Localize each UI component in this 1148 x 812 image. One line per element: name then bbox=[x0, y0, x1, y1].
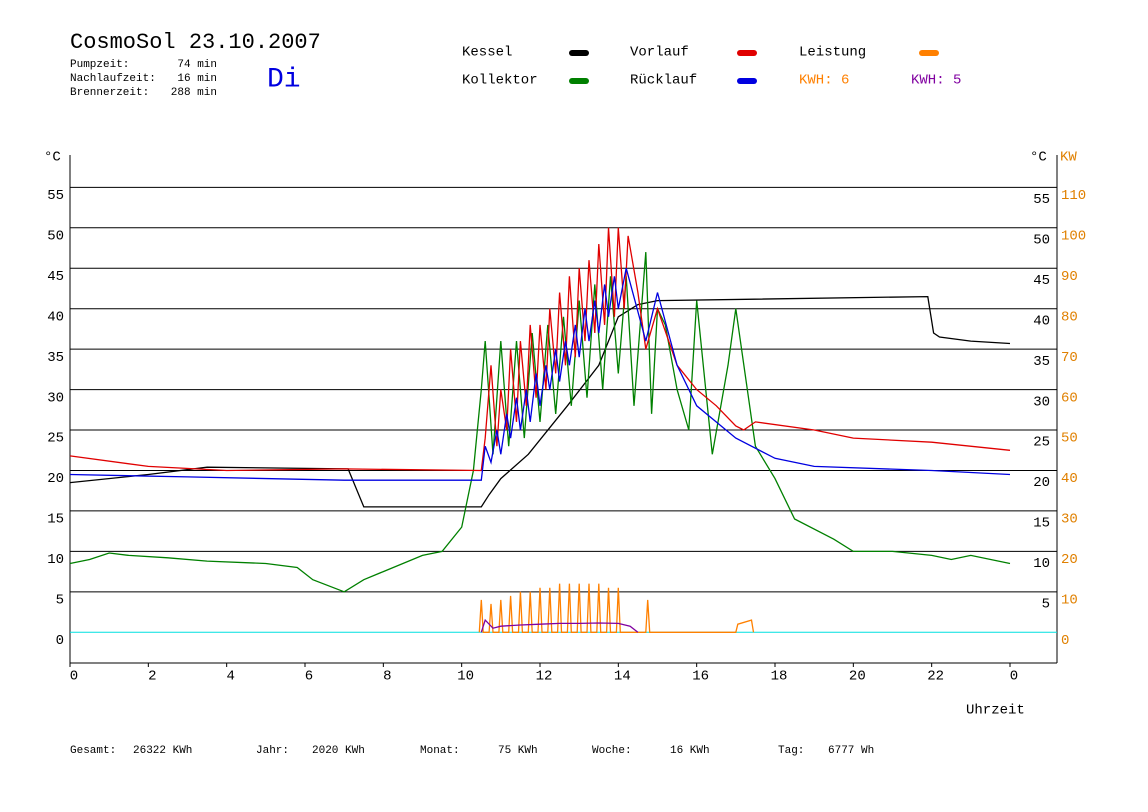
legend-label: Rücklauf bbox=[630, 73, 697, 89]
y-right-tick-label: 30 bbox=[1033, 394, 1050, 410]
footer-label: Tag: bbox=[778, 745, 804, 757]
y2-tick-label: 100 bbox=[1061, 229, 1086, 245]
footer-value: 6777 Wh bbox=[828, 745, 874, 757]
y-right-tick-label: 50 bbox=[1033, 233, 1050, 249]
y2-tick-label: 0 bbox=[1061, 633, 1069, 649]
y-right-tick-label: 20 bbox=[1033, 475, 1050, 491]
y2-tick-label: 90 bbox=[1061, 269, 1078, 285]
y-right-tick-label: 15 bbox=[1033, 516, 1050, 532]
x-tick-label: 14 bbox=[614, 669, 631, 685]
y2-tick-label: 110 bbox=[1061, 188, 1086, 204]
x-tick-label: 16 bbox=[692, 669, 709, 685]
y2-tick-label: 60 bbox=[1061, 390, 1078, 406]
y2-unit: KW bbox=[1060, 150, 1077, 166]
series-line bbox=[69, 227, 1011, 472]
footer-value: 16 KWh bbox=[670, 745, 710, 757]
stat-value: 288 min bbox=[171, 87, 217, 99]
series-line bbox=[478, 583, 755, 633]
y2-tick-label: 50 bbox=[1061, 431, 1078, 447]
y-tick-label: 5 bbox=[56, 593, 64, 609]
y2-tick-label: 80 bbox=[1061, 309, 1078, 325]
x-tick-label: 22 bbox=[927, 669, 944, 685]
footer-label: Gesamt: bbox=[70, 745, 116, 757]
x-tick-label: 2 bbox=[148, 669, 156, 685]
weekday: Di bbox=[267, 64, 301, 95]
stat-label: Brennerzeit: bbox=[70, 87, 149, 99]
y2-tick-label: 70 bbox=[1061, 350, 1078, 366]
series-line bbox=[69, 268, 1011, 481]
footer-label: Jahr: bbox=[256, 745, 289, 757]
y-right-tick-label: 5 bbox=[1042, 597, 1050, 613]
y2-tick-label: 40 bbox=[1061, 471, 1078, 487]
y-right-tick-label: 10 bbox=[1033, 556, 1050, 572]
footer-label: Woche: bbox=[592, 745, 632, 757]
y-tick-label: 0 bbox=[56, 633, 64, 649]
y-tick-label: 40 bbox=[47, 309, 64, 325]
x-tick-label: 8 bbox=[383, 669, 391, 685]
footer-value: 2020 KWh bbox=[312, 745, 365, 757]
x-axis-label: Uhrzeit bbox=[966, 703, 1025, 719]
y-tick-label: 55 bbox=[47, 188, 64, 204]
legend-label: Kollektor bbox=[462, 73, 538, 89]
y-right-tick-label: 35 bbox=[1033, 354, 1050, 370]
y-right-tick-label: 40 bbox=[1033, 313, 1050, 329]
x-tick-label: 12 bbox=[536, 669, 553, 685]
y-right-tick-label: 25 bbox=[1033, 435, 1050, 451]
stat-value: 16 min bbox=[177, 73, 217, 85]
series-line bbox=[480, 618, 639, 633]
x-tick-label: 20 bbox=[849, 669, 866, 685]
legend-label: Leistung bbox=[799, 45, 866, 61]
x-tick-label: 4 bbox=[226, 669, 234, 685]
stat-value: 74 min bbox=[177, 59, 217, 71]
legend-label: Vorlauf bbox=[630, 45, 689, 61]
kwh-label: KWH: 6 bbox=[799, 73, 849, 89]
stat-label: Nachlaufzeit: bbox=[70, 73, 156, 85]
footer-label: Monat: bbox=[420, 745, 460, 757]
y-tick-label: 30 bbox=[47, 390, 64, 406]
y-tick-label: 25 bbox=[47, 431, 64, 447]
y2-tick-label: 30 bbox=[1061, 512, 1078, 528]
y-unit: °C bbox=[44, 150, 61, 166]
stat-label: Pumpzeit: bbox=[70, 59, 129, 71]
series-line bbox=[69, 252, 1011, 593]
x-tick-label: 6 bbox=[305, 669, 313, 685]
x-tick-label: 0 bbox=[70, 669, 78, 685]
x-tick-label: 10 bbox=[457, 669, 474, 685]
footer-value: 75 KWh bbox=[498, 745, 538, 757]
y-tick-label: 50 bbox=[47, 229, 64, 245]
y-tick-label: 10 bbox=[47, 552, 64, 568]
y2-tick-label: 20 bbox=[1061, 552, 1078, 568]
y-tick-label: 15 bbox=[47, 512, 64, 528]
y-tick-label: 45 bbox=[47, 269, 64, 285]
legend-label: KWH: 5 bbox=[911, 73, 961, 89]
x-tick-label: 0 bbox=[1010, 669, 1018, 685]
y-unit-right: °C bbox=[1030, 150, 1047, 166]
legend-label: Kessel bbox=[462, 45, 512, 61]
y-right-tick-label: 55 bbox=[1033, 192, 1050, 208]
y2-tick-label: 10 bbox=[1061, 593, 1078, 609]
y-right-tick-label: 45 bbox=[1033, 273, 1050, 289]
y-tick-label: 35 bbox=[47, 350, 64, 366]
title: CosmoSol 23.10.2007 bbox=[70, 30, 321, 55]
y-tick-label: 20 bbox=[47, 471, 64, 487]
footer-value: 26322 KWh bbox=[133, 745, 192, 757]
x-tick-label: 18 bbox=[771, 669, 788, 685]
